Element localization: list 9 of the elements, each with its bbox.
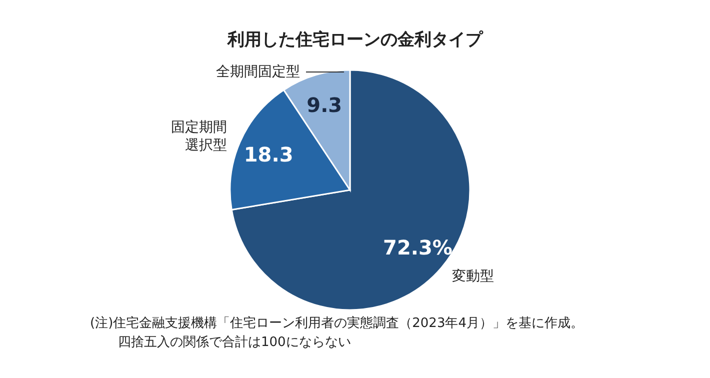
slice-label: 全期間固定型 bbox=[216, 64, 300, 80]
text: 四捨五入の関係で合計は100にならない bbox=[117, 334, 352, 352]
data-label: 9.3 bbox=[306, 92, 342, 117]
slice-label: 固定期間選択型 bbox=[171, 120, 228, 154]
text: (注)住宅金融支援機構「住宅ローン利用者の実態調査（2023年4月）」を基に作成。 bbox=[90, 315, 584, 333]
data-label: 72.3% bbox=[383, 235, 452, 260]
slice-label: 変動型 bbox=[452, 268, 494, 285]
chart-title: 利用した住宅ローンの金利タイプ bbox=[226, 29, 484, 51]
data-label: 18.3 bbox=[244, 142, 294, 167]
